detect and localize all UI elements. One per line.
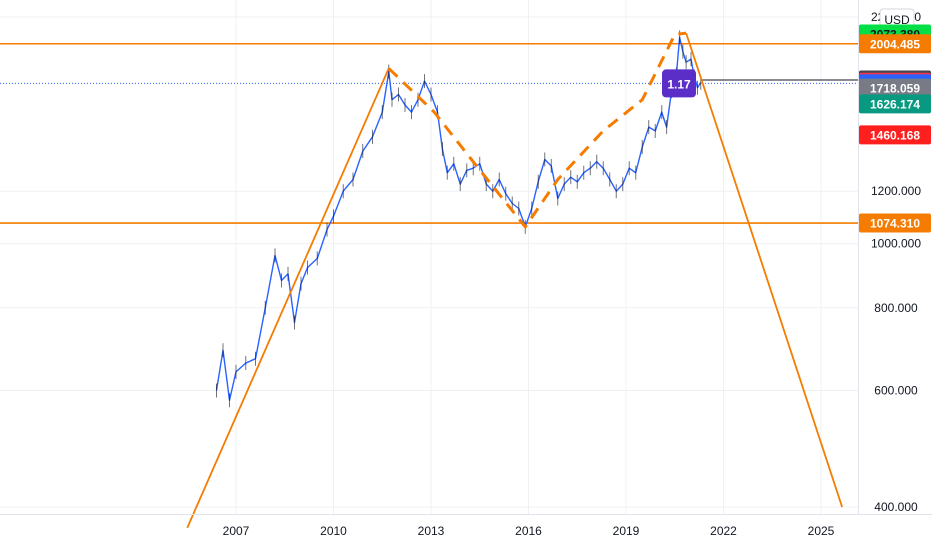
y-tick-label: 1000.000 [871, 237, 921, 251]
price-label-6: 1626.174 [859, 94, 931, 114]
drawings-layer[interactable] [186, 31, 843, 529]
price-label-text: 1626.174 [870, 97, 920, 111]
overlay-badge-layer: 1.17 [662, 69, 696, 98]
price-series [215, 30, 702, 408]
price-label-text: 2004.485 [870, 37, 920, 51]
price-label-bg [859, 34, 931, 54]
x-tick-label: 2016 [515, 524, 542, 538]
price-label-5: 1718.059 [859, 78, 931, 98]
ratio-badge-text: 1.17 [667, 77, 691, 91]
price-axis[interactable]: 400.000600.000800.0001000.0001200.000220… [858, 0, 922, 514]
grid-layer [0, 0, 858, 514]
y-tick-label: 400.000 [874, 500, 918, 514]
horizontal-levels[interactable] [0, 42, 858, 224]
currency-label: USD [884, 13, 910, 27]
ratio-badge[interactable]: 1.17 [662, 69, 696, 98]
price-label-bg [859, 125, 931, 145]
price-label-1: 2004.485 [859, 34, 931, 54]
x-tick-label: 2010 [320, 524, 347, 538]
price-label-text: 1718.059 [870, 82, 920, 96]
x-tick-label: 2013 [418, 524, 445, 538]
y-tick-label: 600.000 [874, 383, 918, 397]
y-tick-label: 1200.000 [871, 184, 921, 198]
price-series-line-0 [215, 36, 702, 401]
currency-button[interactable]: USD [879, 8, 915, 30]
price-label-bg [859, 78, 931, 98]
price-label-7: 1460.168 [859, 125, 931, 145]
price-labels: 2073.3802004.4851766.7741752.8381746.346… [859, 24, 931, 233]
price-label-bg [859, 94, 931, 114]
trend-line-0[interactable] [186, 68, 390, 529]
price-label-text: 1074.310 [870, 217, 920, 231]
x-tick-label: 2007 [223, 524, 250, 538]
x-tick-label: 2025 [808, 524, 835, 538]
price-label-8: 1074.310 [859, 213, 931, 233]
price-label-bg [859, 213, 931, 233]
x-axis: 2007 2010 2013 2016 2019 2022 2025 [0, 514, 932, 538]
trend-line-1[interactable] [685, 32, 843, 508]
dashed-path-0[interactable] [387, 31, 687, 229]
price-label-text: 1460.168 [870, 128, 920, 142]
ratio-badge-bg [662, 69, 696, 98]
x-tick-label: 2019 [613, 524, 640, 538]
y-tick-label: 800.000 [874, 301, 918, 315]
x-tick-label: 2022 [710, 524, 737, 538]
